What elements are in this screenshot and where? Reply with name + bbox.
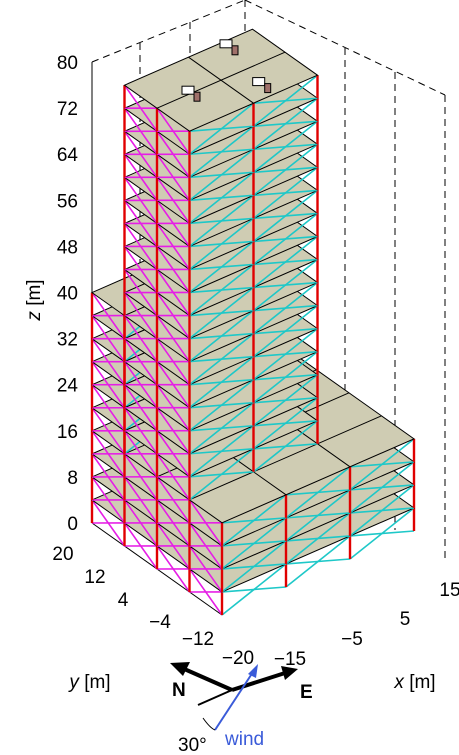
x-tick-label: −5 <box>341 629 363 650</box>
z-tick-label: 56 <box>57 191 78 212</box>
z-tick-label: 64 <box>57 145 79 166</box>
z-tick-label: 32 <box>57 330 78 351</box>
figure: z [m] y [m] x [m] 0 8 16 24 32 40 48 56 64 72 80 20… <box>0 0 459 755</box>
east-arrow <box>232 673 285 690</box>
roof-unit-base <box>232 46 238 55</box>
reference-line <box>198 690 232 705</box>
y-tick-label: 20 <box>52 544 73 565</box>
z-var: z <box>24 311 45 322</box>
angle-label: 30° <box>178 735 207 755</box>
wind-arrow <box>215 672 253 730</box>
z-tick-label: 40 <box>57 284 78 305</box>
y-tick-label: −12 <box>182 629 214 650</box>
y-tick-label: −20 <box>222 648 254 669</box>
building <box>92 29 414 615</box>
y-axis-title: y [m] <box>67 672 110 693</box>
roof-unit <box>220 40 232 48</box>
y-tick-label: 4 <box>118 590 129 611</box>
page: z [m] y [m] x [m] 0 8 16 24 32 40 48 56 64 72 80 20… <box>0 0 459 755</box>
y-var: y <box>67 672 80 693</box>
x-var: x <box>393 672 405 693</box>
z-tick-label: 80 <box>57 53 78 74</box>
z-tick-label: 48 <box>57 237 78 258</box>
z-tick-label: 8 <box>67 468 78 489</box>
z-tick-label: 72 <box>57 99 78 120</box>
x-tick-label: −15 <box>274 649 306 670</box>
roof-unit <box>253 78 265 86</box>
compass: N E wind 30° <box>170 662 313 755</box>
angle-arc <box>203 718 215 730</box>
east-label: E <box>300 682 313 703</box>
x-axis-title: x [m] <box>393 672 435 693</box>
y-tick-label: 12 <box>84 567 105 588</box>
roof-unit-base <box>194 92 200 101</box>
roof-unit-base <box>265 84 271 93</box>
z-unit: [m] <box>24 279 45 305</box>
z-tick-label: 24 <box>57 376 79 397</box>
north-label: N <box>172 680 186 701</box>
y-tick-label: −4 <box>149 612 171 633</box>
y-unit: [m] <box>84 672 110 693</box>
z-tick-label: 0 <box>67 514 78 535</box>
z-tick-label: 16 <box>57 422 78 443</box>
north-arrow <box>182 668 232 690</box>
x-tick-label: 15 <box>439 580 459 601</box>
x-tick-label: 5 <box>400 609 411 630</box>
z-axis-title: z [m] <box>24 279 45 321</box>
x-unit: [m] <box>409 672 435 693</box>
roof-unit <box>182 86 194 94</box>
wind-label: wind <box>224 729 264 750</box>
